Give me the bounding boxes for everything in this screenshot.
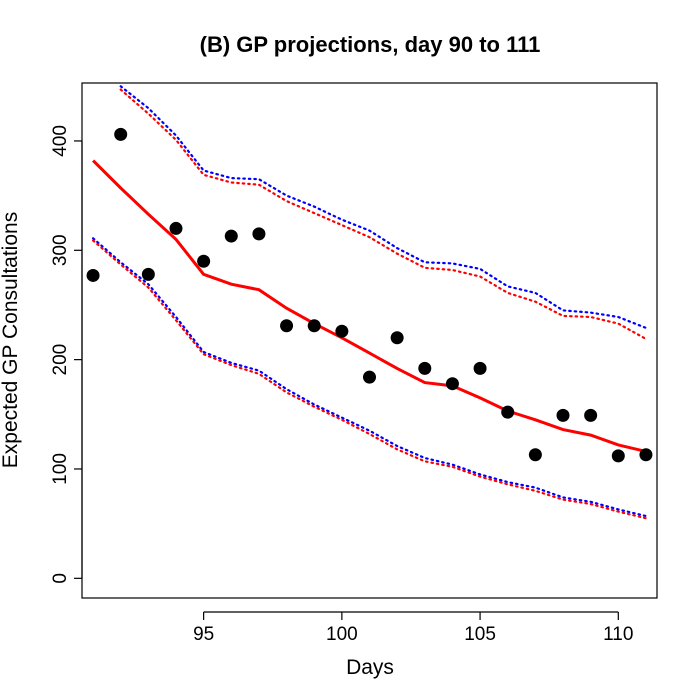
x-tick-label: 110 [603, 624, 633, 645]
upper-band-blue-line [119, 85, 647, 329]
data-point [224, 229, 238, 243]
data-point [639, 448, 653, 462]
x-tick-label: 95 [193, 624, 214, 645]
data-point [114, 127, 128, 141]
lower-band-blue-line [92, 237, 647, 518]
x-tick-label: 105 [464, 624, 496, 645]
data-point [556, 408, 570, 422]
x-axis: 95 100 105 110 [193, 611, 633, 645]
y-axis: 0 100 200 300 400 [50, 125, 83, 584]
data-point [501, 405, 515, 419]
data-point [307, 319, 321, 333]
x-tick-label: 100 [326, 624, 358, 645]
data-point [335, 324, 349, 338]
y-tick-label: 200 [50, 344, 71, 376]
upper-band-red-line [119, 88, 647, 340]
points-layer [86, 127, 653, 463]
data-point [197, 254, 211, 268]
data-point [418, 361, 432, 375]
fitted-line [92, 159, 647, 453]
y-axis-label: Expected GP Consultations [0, 212, 22, 468]
chart-title: (B) GP projections, day 90 to 111 [200, 32, 541, 57]
plot-frame [81, 82, 658, 599]
data-point [390, 331, 404, 345]
y-tick-label: 0 [50, 573, 71, 584]
y-tick-label: 300 [50, 234, 71, 266]
data-point [169, 221, 183, 235]
x-axis-label: Days [346, 656, 394, 679]
lower-band-red-line [92, 239, 647, 520]
data-point [252, 227, 266, 241]
y-tick-label: 400 [50, 125, 71, 157]
y-tick-label: 100 [50, 453, 71, 485]
data-point [86, 268, 100, 282]
data-point [280, 319, 294, 333]
data-point [584, 408, 598, 422]
data-point [611, 449, 625, 463]
data-point [473, 361, 487, 375]
data-point [363, 370, 376, 384]
data-point [445, 377, 459, 391]
data-point [141, 267, 155, 281]
series-layer [92, 85, 647, 520]
data-point [528, 448, 542, 462]
